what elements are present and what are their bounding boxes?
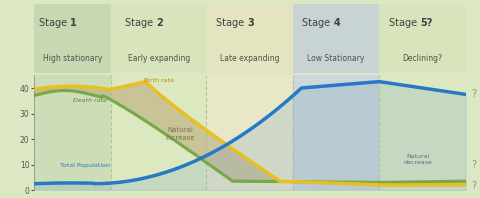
- Text: Natural
increase: Natural increase: [166, 127, 195, 141]
- Text: Natural
decrease: Natural decrease: [404, 154, 432, 165]
- Text: Stage: Stage: [216, 18, 247, 28]
- Bar: [111, 75, 206, 190]
- Text: ?: ?: [471, 89, 476, 99]
- Text: Birth rate: Birth rate: [144, 78, 174, 83]
- Text: High stationary: High stationary: [43, 53, 102, 63]
- Bar: [206, 75, 293, 190]
- Text: 5?: 5?: [420, 18, 432, 28]
- Bar: [379, 75, 466, 190]
- Text: 4: 4: [334, 18, 340, 28]
- Text: Late expanding: Late expanding: [220, 53, 279, 63]
- Bar: [293, 75, 379, 190]
- Text: ?: ?: [471, 181, 476, 191]
- Text: 1: 1: [70, 18, 77, 28]
- Text: 3: 3: [247, 18, 254, 28]
- Text: Low Stationary: Low Stationary: [307, 53, 365, 63]
- Text: 2: 2: [156, 18, 163, 28]
- Bar: [34, 75, 111, 190]
- Text: Stage: Stage: [302, 18, 334, 28]
- Text: ?: ?: [471, 160, 476, 169]
- Text: Stage: Stage: [389, 18, 420, 28]
- Text: Death rate: Death rate: [73, 98, 107, 103]
- Text: Early expanding: Early expanding: [128, 53, 190, 63]
- Text: Stage: Stage: [125, 18, 156, 28]
- Text: Stage: Stage: [39, 18, 70, 28]
- Text: Declining?: Declining?: [402, 53, 443, 63]
- Text: Total Population: Total Population: [60, 163, 109, 168]
